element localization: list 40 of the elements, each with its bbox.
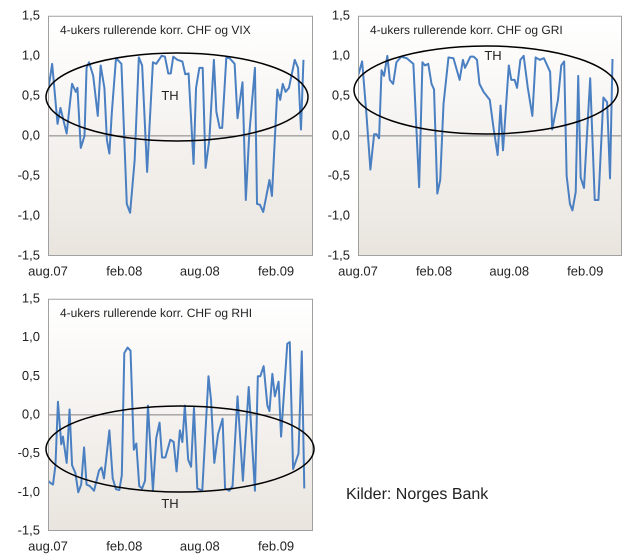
y-tick-label: 0,0 [22,127,40,142]
annotation: TH [483,48,503,63]
text: 4-ukers rullerende korr. CHF og VIX [60,23,251,38]
y-tick-label: -0,5 [328,168,350,183]
y-tick-label: 1,5 [22,290,40,306]
text: Kilder: Norges Bank [346,485,490,505]
annotation: TH [160,88,180,103]
x-tick-label: aug.07 [28,538,68,554]
y-tick-label: 1,0 [332,47,350,62]
y-tick-label: 0,0 [332,127,350,142]
x-tick-label: feb.08 [106,538,142,554]
y-tick-label: 1,5 [22,7,40,22]
y-tick-label: -0,5 [18,168,40,183]
x-tick-label: aug.07 [28,263,68,278]
y-tick-label: 0,5 [22,368,40,383]
y-tick-label: -1,5 [18,248,40,263]
x-tick-label: feb.08 [106,263,142,278]
annotation: TH [160,496,180,511]
x-tick-label: aug.07 [338,263,378,278]
y-tick-label: -0,5 [18,445,40,460]
x-tick-label: aug.08 [180,263,220,278]
x-tick-label: feb.08 [416,263,452,278]
x-tick-label: feb.09 [258,263,294,278]
y-tick-label: 1,0 [22,47,40,62]
y-tick-label: 0,5 [22,87,40,102]
y-tick-label: 0,5 [332,87,350,102]
y-tick-label: -1,5 [328,248,350,263]
y-tick-label: 1,5 [332,7,350,22]
text: 4-ukers rullerende korr. CHF og GRI [370,23,563,38]
y-tick-label: 1,0 [22,329,40,344]
x-tick-label: aug.08 [489,263,530,278]
x-tick-label: aug.08 [180,538,220,554]
y-tick-label: -1,0 [18,484,40,499]
y-tick-label: -1,0 [328,208,350,223]
y-tick-label: -1,5 [18,522,40,538]
x-tick-label: feb.09 [567,263,604,278]
text: 4-ukers rullerende korr. CHF og RHI [60,306,252,320]
x-tick-label: feb.09 [258,538,294,554]
y-tick-label: 0,0 [22,406,40,422]
y-tick-label: -1,0 [18,208,40,223]
